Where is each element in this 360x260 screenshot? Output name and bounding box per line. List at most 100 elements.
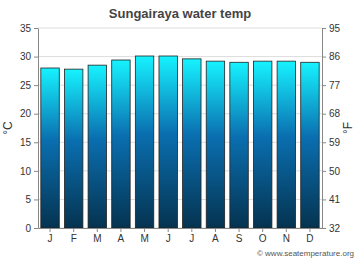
tick: A	[118, 228, 125, 244]
tick: 32	[322, 223, 341, 234]
grid-line	[38, 56, 322, 57]
tick-label: 35	[20, 23, 32, 34]
tick-mark	[34, 28, 38, 29]
bar	[135, 56, 153, 228]
tick: F	[71, 228, 77, 244]
tick-label: 41	[329, 194, 341, 205]
tick-mark	[34, 57, 38, 58]
tick-label: M	[93, 233, 101, 244]
tick-label: O	[259, 233, 267, 244]
tick-mark	[168, 228, 169, 232]
tick: M	[140, 228, 148, 244]
tick: 10	[20, 166, 38, 177]
tick: 30	[20, 51, 38, 62]
tick: 35	[20, 23, 38, 34]
tick-mark	[262, 228, 263, 232]
tick-mark	[309, 228, 310, 232]
tick-mark	[191, 228, 192, 232]
bar	[41, 68, 59, 228]
tick-label: 86	[329, 51, 341, 62]
tick-label: F	[71, 233, 77, 244]
tick-label: S	[236, 233, 243, 244]
tick-mark	[322, 114, 326, 115]
tick-mark	[34, 142, 38, 143]
bar	[206, 61, 224, 228]
grid-line	[38, 28, 322, 29]
bar	[112, 60, 130, 228]
y-axis-title: °C	[1, 121, 15, 135]
tick: 25	[20, 80, 38, 91]
tick-mark	[34, 85, 38, 86]
annotation: © www.seatemperature.org	[257, 249, 354, 258]
tick-label: A	[212, 233, 219, 244]
tick-label: A	[118, 233, 125, 244]
tick-mark	[322, 142, 326, 143]
tick-mark	[322, 199, 326, 200]
tick-mark	[34, 114, 38, 115]
title: Sungairaya water temp	[109, 6, 251, 21]
tick-label: 50	[329, 166, 341, 177]
tick: 5	[25, 194, 38, 205]
tick: A	[212, 228, 219, 244]
tick: 50	[322, 166, 341, 177]
tick-mark	[144, 228, 145, 232]
tick-mark	[239, 228, 240, 232]
tick: 95	[322, 23, 341, 34]
tick-mark	[34, 199, 38, 200]
tick-mark	[34, 171, 38, 172]
bar	[88, 65, 106, 228]
tick: 0	[25, 223, 38, 234]
axis-line	[39, 228, 323, 229]
tick-mark	[34, 228, 38, 229]
tick: 86	[322, 51, 341, 62]
tick-mark	[120, 228, 121, 232]
tick-mark	[322, 85, 326, 86]
tick-label: J	[48, 233, 53, 244]
tick-label: 95	[329, 23, 341, 34]
tick-label: 10	[20, 166, 32, 177]
tick-label: 0	[25, 223, 31, 234]
tick: 68	[322, 108, 341, 119]
bar	[301, 62, 319, 228]
tick-mark	[322, 28, 326, 29]
bars	[41, 56, 319, 228]
bar	[277, 61, 295, 228]
tick: J	[189, 228, 194, 244]
tick-mark	[322, 228, 326, 229]
tick-label: 77	[329, 80, 341, 91]
tick-label: 15	[20, 137, 32, 148]
axis-line	[38, 29, 39, 229]
tick-label: J	[189, 233, 194, 244]
tick-mark	[97, 228, 98, 232]
tick-label: 59	[329, 137, 341, 148]
tick: D	[306, 228, 313, 244]
axis-line	[322, 29, 323, 229]
tick: J	[48, 228, 53, 244]
tick: O	[259, 228, 267, 244]
bar	[64, 69, 82, 228]
tick-label: 30	[20, 51, 32, 62]
tick-mark	[322, 171, 326, 172]
tick-mark	[286, 228, 287, 232]
tick: N	[283, 228, 290, 244]
grid	[38, 28, 322, 228]
tick: 77	[322, 80, 341, 91]
tick-label: M	[140, 233, 148, 244]
bar	[159, 56, 177, 228]
y2-axis: 32 41 50 59 68 77 86 95	[322, 23, 341, 234]
chart: 0 5 10 15 20 25 30 35 32 41 50 59 68 77 86 95 J F M A M J J A S O…	[0, 0, 360, 260]
bar	[230, 62, 248, 228]
tick-label: D	[306, 233, 313, 244]
tick-label: J	[166, 233, 171, 244]
bar	[253, 61, 271, 228]
tick-label: 20	[20, 108, 32, 119]
plot: 0 5 10 15 20 25 30 35 32 41 50 59 68 77 86 95 J F M A M J J A S O…	[20, 23, 341, 244]
tick: 59	[322, 137, 341, 148]
tick: J	[166, 228, 171, 244]
x-axis: JFMAMJJASOND	[39, 228, 323, 244]
tick-mark	[73, 228, 74, 232]
tick: M	[93, 228, 101, 244]
tick-label: N	[283, 233, 290, 244]
tick: 20	[20, 108, 38, 119]
tick-label: 32	[329, 223, 341, 234]
